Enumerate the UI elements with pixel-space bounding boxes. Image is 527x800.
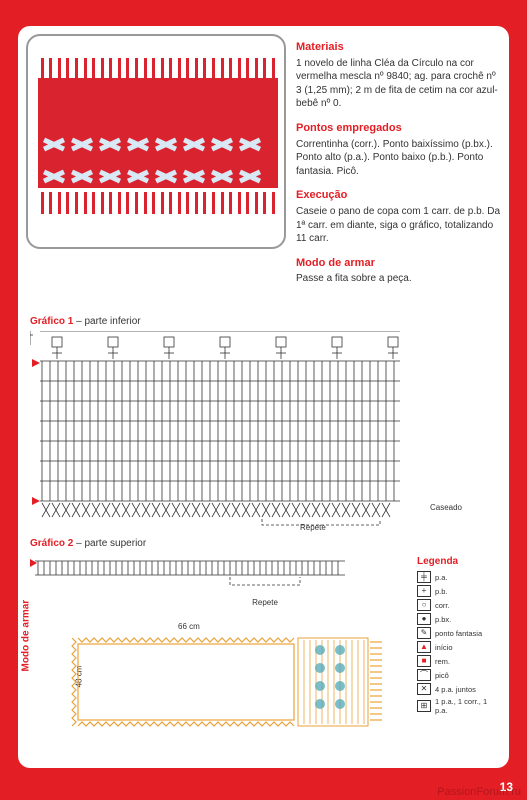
assembly-diagram: Modo de armar 48 cm 66 cm: [28, 616, 398, 746]
chart1-diagram: Repete Caseado: [30, 331, 420, 526]
legend-item: ╪ p.a.: [417, 571, 499, 583]
ribbon-row-1: [44, 136, 272, 154]
legend-symbol: +: [417, 585, 431, 597]
legend: Legenda ╪ p.a. + p.b. ○ corr. ● p.bx. ✎ ponto fan…: [417, 556, 499, 717]
legend-symbol: ○: [417, 599, 431, 611]
chart2-repete: Repete: [230, 598, 300, 607]
legend-label: 1 p.a., 1 corr., 1 p.a.: [435, 697, 499, 715]
materials-body: 1 novelo de linha Cléa da Círculo na cor…: [296, 57, 500, 111]
chart1-title: Gráfico 1 – parte inferior: [30, 316, 496, 327]
watermark: PassionForum.ru: [437, 786, 521, 798]
legend-item: ⌒ picô: [417, 669, 499, 681]
legend-symbol: ✕: [417, 683, 431, 695]
width-dim: 66 cm: [178, 622, 200, 631]
chart2-title: Gráfico 2 – parte superior: [30, 538, 496, 549]
legend-title: Legenda: [417, 556, 499, 567]
legend-symbol: ■: [417, 655, 431, 667]
legend-item: + p.b.: [417, 585, 499, 597]
content-panel: Materiais 1 novelo de linha Cléa da Círc…: [18, 26, 509, 768]
legend-symbol: ⊞: [417, 700, 431, 712]
legend-label: p.b.: [435, 587, 448, 596]
execucao-heading: Execução: [296, 188, 500, 203]
crochet-band: [38, 78, 278, 188]
legend-label: rem.: [435, 657, 450, 666]
instructions-column: Materiais 1 novelo de linha Cléa da Círc…: [296, 36, 500, 286]
modo-body: Passe a fita sobre a peça.: [296, 272, 500, 286]
legend-symbol: ╪: [417, 571, 431, 583]
legend-label: p.bx.: [435, 615, 451, 624]
legend-label: 4 p.a. juntos: [435, 685, 476, 694]
chart2-diagram: Repete: [30, 553, 350, 607]
ribbon-row-2: [44, 168, 272, 186]
legend-item: ● p.bx.: [417, 613, 499, 625]
modo-armar-label: Modo de armar: [21, 600, 32, 672]
legend-item: ▲ início: [417, 641, 499, 653]
legend-symbol: ⌒: [417, 669, 431, 681]
chart1-repete: Repete: [300, 523, 326, 532]
legend-label: corr.: [435, 601, 450, 610]
fringe-top: [38, 58, 278, 80]
modo-heading: Modo de armar: [296, 256, 500, 271]
legend-item: ■ rem.: [417, 655, 499, 667]
execucao-body: Caseie o pano de copa com 1 carr. de p.b…: [296, 205, 500, 246]
legend-item: ○ corr.: [417, 599, 499, 611]
legend-symbol: ●: [417, 613, 431, 625]
legend-item: ✕ 4 p.a. juntos: [417, 683, 499, 695]
legend-item: ✎ ponto fantasia: [417, 627, 499, 639]
sample-photo: [26, 34, 286, 249]
legend-symbol: ✎: [417, 627, 431, 639]
pontos-heading: Pontos empregados: [296, 121, 500, 136]
materials-heading: Materiais: [296, 40, 500, 55]
legend-item: ⊞ 1 p.a., 1 corr., 1 p.a.: [417, 697, 499, 715]
chart1-caseado: Caseado: [430, 503, 462, 512]
pontos-body: Correntinha (corr.). Ponto baixíssimo (p…: [296, 138, 500, 179]
legend-label: picô: [435, 671, 449, 680]
legend-symbol: ▲: [417, 641, 431, 653]
legend-label: ponto fantasia: [435, 629, 482, 638]
legend-label: p.a.: [435, 573, 448, 582]
legend-label: início: [435, 643, 453, 652]
fringe-bottom: [38, 192, 278, 214]
